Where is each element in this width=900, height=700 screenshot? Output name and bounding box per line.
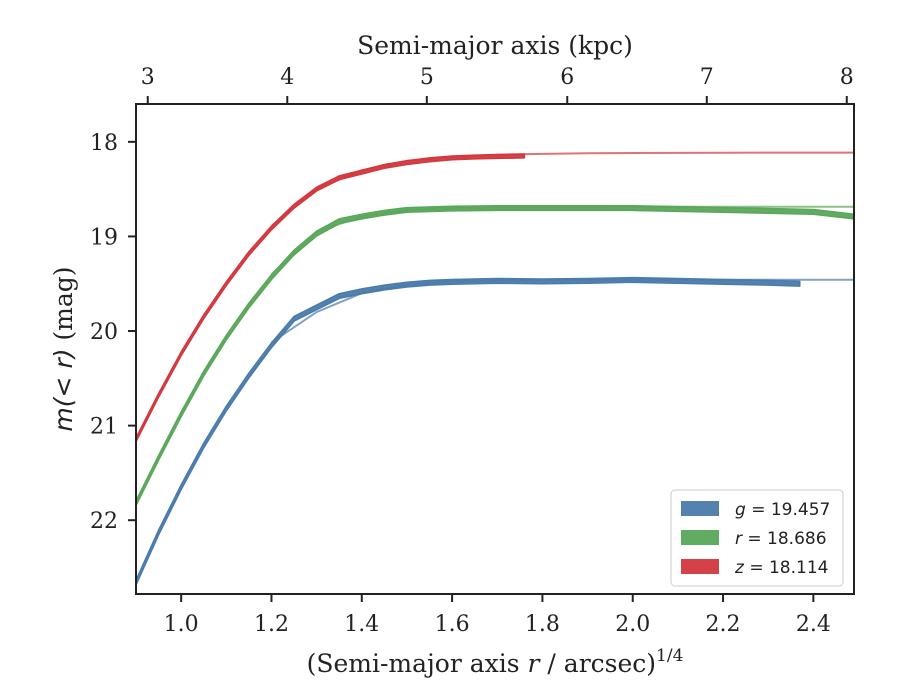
y-tick-label: 19 [90,225,118,250]
y-axis-label-arg: (< r) [49,349,78,408]
top-tick-label: 7 [700,65,714,90]
top-axis-label: Semi-major axis (kpc) [357,31,633,60]
x-tick-label: 1.2 [254,612,289,637]
series-r-band [135,204,855,507]
legend-value-g: = 19.457 [746,500,831,520]
x-tick-label: 1.4 [344,612,379,637]
top-tick-label: 3 [141,65,155,90]
series-layer [135,151,855,586]
x-axis-label-post: / arcsec) [539,649,656,678]
legend-swatch-z [681,559,719,574]
top-tick-label: 8 [840,65,854,90]
top-tick-label: 5 [420,65,434,90]
x-axis-label: (Semi-major axis r / arcsec)1/4 [307,646,684,678]
x-tick-label: 2.2 [706,612,741,637]
x-tick-label: 1.0 [164,612,199,637]
legend-label-g: g = 19.457 [735,500,830,520]
series-z-band [135,153,526,443]
legend-label-z: z = 18.114 [734,558,828,578]
top-tick-label: 4 [280,65,294,90]
ticks-layer: 1.0 1.2 1.4 1.6 1.8 2.0 2.2 2.4 18 19 20 21 22 3 4 5 6 7 8 [90,65,854,637]
legend-var-z: z [734,558,745,578]
x-tick-label: 1.6 [435,612,470,637]
x-axis-label-sup: 1/4 [656,646,683,666]
legend-var-g: g [735,500,746,520]
legend-value-z: = 18.114 [744,558,829,578]
legend-var-r: r [735,529,743,549]
y-axis-label: m(< r) (mag) [49,266,78,431]
top-tick-label: 6 [560,65,574,90]
legend-label-r: r = 18.686 [735,529,827,549]
legend-swatch-g [681,501,719,516]
x-axis-label-var: r [528,649,542,678]
x-axis-label-pre: (Semi-major axis [307,649,528,678]
plot-frame [135,103,855,595]
legend-swatch-r [681,530,719,545]
y-tick-label: 20 [90,320,118,345]
y-axis-label-unit: (mag) [49,266,78,348]
legend-value-r: = 18.686 [742,529,827,549]
y-axis-label-func: m [49,407,78,431]
series-g-band [135,276,801,586]
x-tick-label: 2.0 [615,612,650,637]
y-tick-label: 22 [90,509,118,534]
x-tick-label: 1.8 [525,612,560,637]
y-tick-label: 21 [90,415,118,440]
y-tick-label: 18 [90,131,118,156]
x-tick-label: 2.4 [796,612,831,637]
